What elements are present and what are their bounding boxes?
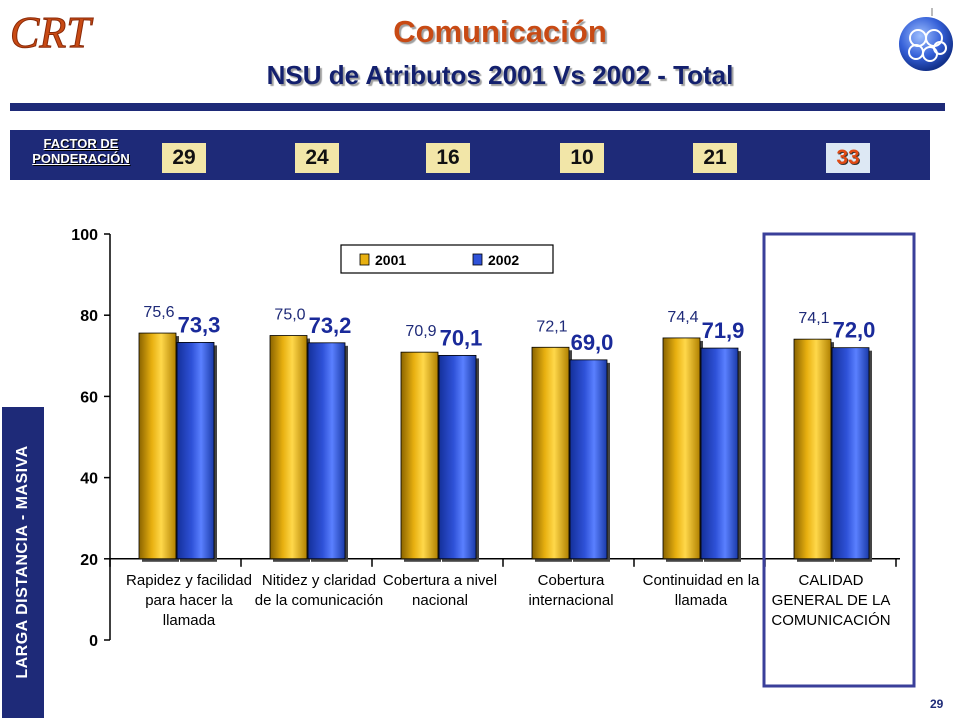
category-label: Nitidez y claridad de la comunicación: [254, 572, 384, 609]
bar-2002: [700, 347, 739, 560]
factor-label: FACTOR DE PONDERACIÓN: [32, 136, 130, 166]
bar-2001: [138, 332, 177, 560]
legend-label-2002: 2002: [488, 252, 519, 268]
factor-value: 10: [560, 143, 604, 173]
data-label-2002: 71,9: [702, 318, 745, 343]
logo-text: CRT: [10, 8, 94, 57]
y-tick-label: 100: [71, 227, 98, 244]
data-label-2002: 69,0: [571, 330, 614, 355]
bar-2001: [531, 346, 570, 560]
data-label-2002: 72,0: [833, 318, 876, 343]
factor-value: 29: [162, 143, 206, 173]
factor-value-total: 33: [826, 143, 870, 173]
y-tick-label: 40: [80, 471, 98, 488]
factor-value: 16: [426, 143, 470, 173]
bar-2002: [569, 359, 608, 560]
category-label: Rapidez y facilidad para hacer la llamad…: [126, 572, 252, 629]
category-label: Continuidad en la llamada: [642, 572, 760, 609]
data-label-2001: 70,9: [405, 323, 436, 340]
bar-2001: [662, 337, 701, 560]
y-tick-label: 0: [89, 633, 98, 650]
category-label: Cobertura a nivel nacional: [382, 572, 498, 609]
page-number: 29: [930, 697, 944, 711]
legend-swatch-2001: [359, 253, 370, 266]
category-label: CALIDAD GENERAL DE LA COMUNICACIÓN: [771, 572, 891, 629]
bar-2002: [831, 347, 870, 560]
bar-2001: [400, 351, 439, 560]
factor-value: 21: [693, 143, 737, 173]
page-subtitle: NSU de Atributos 2001 Vs 2002 - Total: [266, 60, 734, 90]
data-label-2002: 73,3: [178, 312, 221, 337]
data-label-2001: 75,0: [274, 307, 305, 324]
y-tick-label: 20: [80, 552, 98, 569]
data-label-2001: 75,6: [143, 304, 174, 321]
legend-swatch-2002: [472, 253, 483, 266]
data-label-2002: 73,2: [309, 313, 352, 338]
bar-2002: [438, 354, 477, 560]
data-label-2001: 74,1: [798, 310, 829, 327]
factor-value: 24: [295, 143, 339, 173]
y-tick-label: 80: [80, 308, 98, 325]
header-divider: [10, 103, 945, 111]
data-label-2001: 72,1: [536, 318, 567, 335]
category-label: Cobertura internacional: [528, 572, 614, 609]
bar-2002: [307, 342, 346, 560]
crt-logo: CRT: [10, 8, 95, 58]
bar-2002: [176, 342, 215, 560]
highlight-frame: [762, 232, 916, 688]
legend-label-2001: 2001: [375, 252, 406, 268]
sidebar-band: [2, 407, 44, 718]
legend-box: [340, 244, 554, 274]
globe-icon: [899, 8, 953, 71]
data-label-2002: 70,1: [440, 325, 483, 350]
bar-2001: [793, 338, 832, 560]
y-tick-label: 60: [80, 389, 98, 406]
bar-2001: [269, 335, 308, 560]
page-title: Comunicación: [393, 14, 607, 49]
data-label-2001: 74,4: [667, 309, 698, 326]
